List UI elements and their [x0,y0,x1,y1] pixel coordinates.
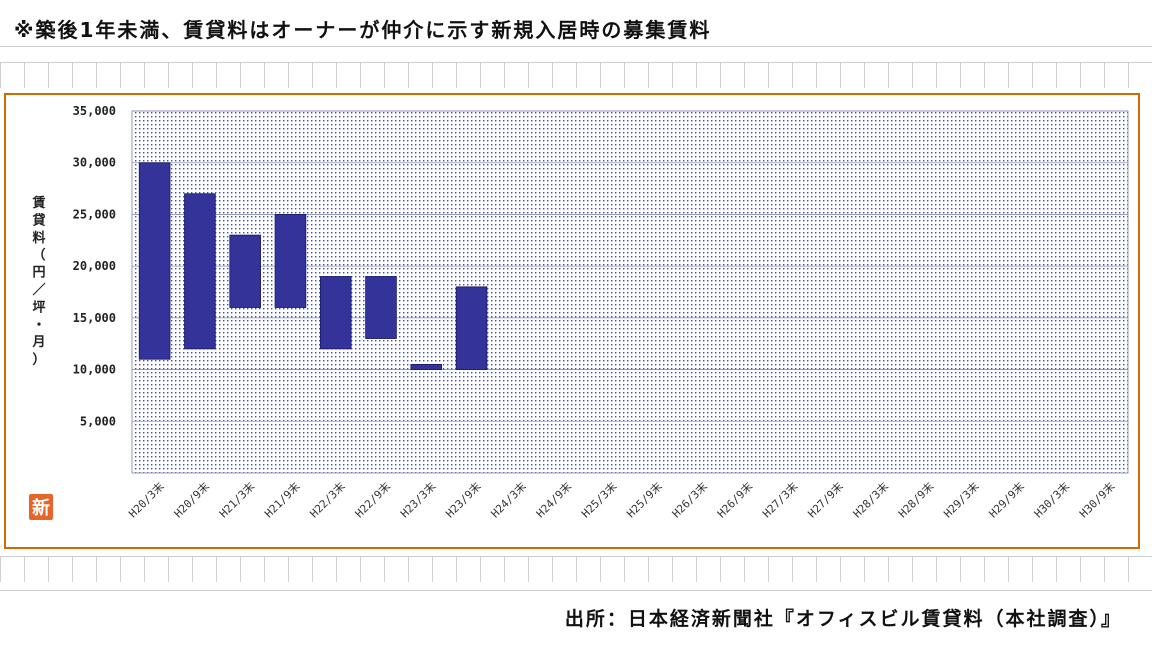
grid-band-bottom [0,556,1152,582]
y-tick-label: 25,000 [73,207,116,221]
y-tick-label: 35,000 [73,104,116,118]
x-tick-label: H28/3末 [850,479,891,520]
x-tick-label: H29/9末 [986,479,1027,520]
bars-group [138,162,488,370]
y-axis-label: 賃貸料（ 円／ 坪・月 ） [31,195,45,368]
y-tick-label: 5,000 [80,414,116,428]
divider-top [0,46,1152,47]
y-axis-label-char: 賃 [31,195,45,211]
x-tick-label: H24/3末 [488,479,529,520]
new-badge: 新 [29,494,53,520]
x-tick-label: H21/3末 [216,479,257,520]
x-tick-label: H20/3末 [126,479,167,520]
divider-bottom [0,590,1152,591]
new-badge-label: 新 [32,497,50,519]
x-tick-label: H20/9末 [171,479,212,520]
bar [410,363,443,370]
bar [319,276,352,350]
y-tick-label: 15,000 [73,311,116,325]
x-tick-label: H26/9末 [714,479,755,520]
y-axis-label-char: ） [32,352,45,368]
y-tick-label: 30,000 [73,156,116,170]
chart-note: ※築後1年未満、賃貸料はオーナーが仲介に示す新規入居時の募集賃料 [14,18,712,42]
x-tick-label: H22/3末 [307,479,348,520]
x-tick-label: H23/3末 [397,479,438,520]
grid-band-top [0,62,1152,88]
y-axis-label-char: 月 [31,335,45,350]
x-tick-label: H23/9末 [443,479,484,520]
chart-frame: 5,000 10,000 15,000 20,000 25,000 30,000 35,00… [4,93,1140,549]
bar [365,276,397,339]
x-tick-label: H27/9末 [805,479,846,520]
x-axis-ticks: H20/3末 H20/9末 H21/3末 H21/9末 H22/3末 H22/9末 H23/… [126,479,1118,520]
x-tick-label: H24/9末 [533,479,574,520]
x-tick-label: H25/9末 [624,479,665,520]
y-axis-label-char: ／ [32,282,45,298]
bar-chart: 5,000 10,000 15,000 20,000 25,000 30,000 35,00… [29,104,1129,520]
x-tick-label: H25/3末 [578,479,619,520]
y-tick-label: 20,000 [73,259,116,273]
y-axis-label-char: （ [32,247,45,263]
y-axis-label-char: 円 [32,266,45,281]
x-tick-label: H30/3末 [1031,479,1072,520]
y-axis-label-char: ・ [32,318,45,333]
y-axis-label-char: 坪 [32,300,45,315]
bar [455,286,488,370]
x-tick-label: H21/9末 [261,479,302,520]
y-axis-ticks: 5,000 10,000 15,000 20,000 25,000 30,000 35,00… [73,104,116,428]
bar [274,214,307,308]
x-tick-label: H28/9末 [895,479,936,520]
x-tick-label: H26/3末 [669,479,710,520]
x-tick-label: H30/9末 [1076,479,1117,520]
y-axis-label-char: 料 [32,230,45,246]
bar [229,234,261,308]
bar [138,162,171,360]
new-badge-box [29,494,53,520]
y-axis-label-char: 貸 [32,212,45,228]
x-tick-label: H29/3末 [941,479,982,520]
x-tick-label: H22/9末 [352,479,393,520]
bar [184,193,216,350]
y-tick-label: 10,000 [73,363,116,377]
x-tick-label: H27/3末 [759,479,800,520]
source-note: 出所：日本経済新聞社『オフィスビル賃貸料（本社調査）』 [564,608,1122,630]
